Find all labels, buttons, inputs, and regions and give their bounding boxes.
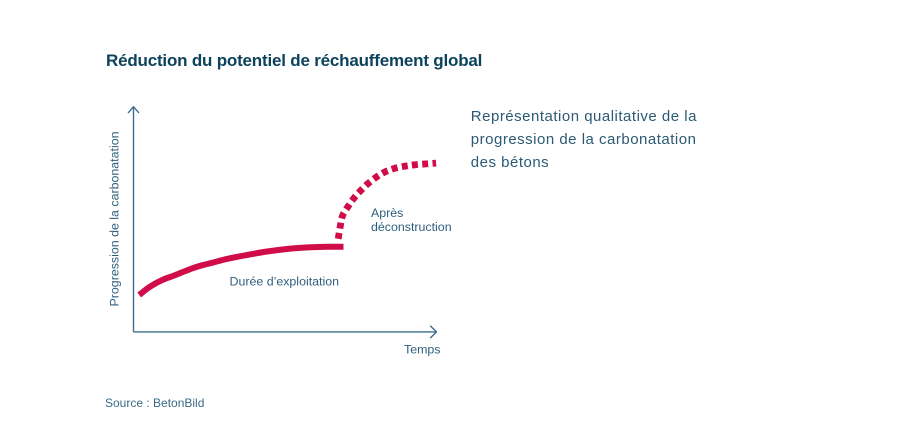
svg-text:Après: Après (371, 206, 403, 220)
svg-text:Temps: Temps (404, 343, 441, 357)
svg-text:Durée d’exploitation: Durée d’exploitation (230, 275, 340, 289)
svg-text:Progression de la carbonatatio: Progression de la carbonatation (108, 131, 122, 306)
svg-text:déconstruction: déconstruction (371, 220, 452, 234)
